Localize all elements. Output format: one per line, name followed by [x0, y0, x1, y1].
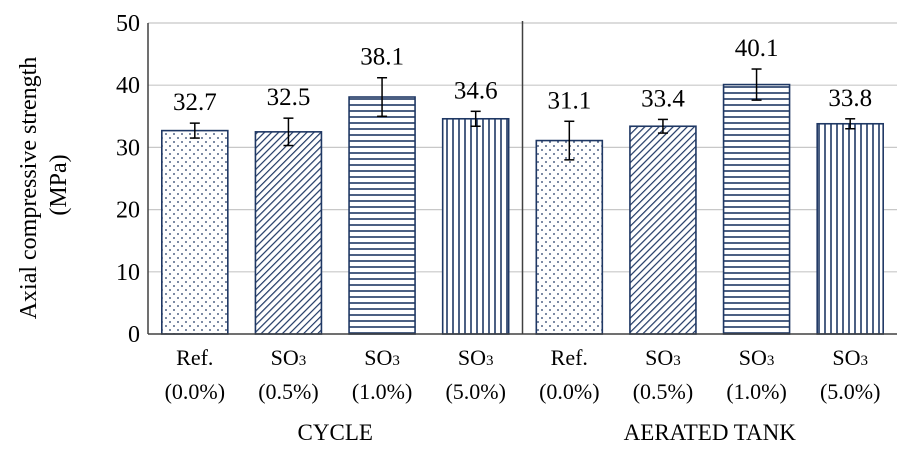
- data-label: 31.1: [547, 87, 591, 114]
- y-axis-title: Axial compressive strength (MPa): [16, 51, 72, 320]
- x-tick-label-line2: (1.0%): [352, 379, 412, 404]
- x-tick-label-subscript: 3: [673, 353, 681, 369]
- data-label: 40.1: [735, 35, 779, 62]
- x-tick-label-line2: (5.0%): [445, 379, 505, 404]
- x-tick-label-main: SO: [645, 345, 673, 370]
- bar: [441, 117, 510, 335]
- x-tick-label-subscript: 3: [392, 353, 400, 369]
- group-label: CYCLE: [298, 420, 373, 445]
- bar: [629, 125, 697, 335]
- x-tick-label-main: Ref.: [176, 345, 213, 370]
- x-tick-label-line2: (1.0%): [726, 379, 786, 404]
- x-tick-label-main: Ref.: [551, 345, 588, 370]
- y-axis-title-line1: Axial compressive strength: [16, 57, 42, 320]
- x-tick-label-main: SO: [364, 345, 392, 370]
- y-tick-label: 30: [116, 135, 140, 161]
- bar: [348, 96, 416, 335]
- data-label: 33.8: [828, 85, 872, 112]
- bar: [254, 131, 323, 335]
- data-label: 32.7: [173, 89, 217, 116]
- y-axis-ticks: 0 10 20 30 40 50: [116, 11, 140, 348]
- x-tick-label-line1: Ref.: [551, 345, 588, 370]
- x-tick-label-line2: (0.0%): [165, 379, 225, 404]
- x-tick-label-subscript: 3: [861, 353, 869, 369]
- y-axis-title-line2: (MPa): [46, 154, 72, 215]
- x-tick-label-subscript: 3: [486, 353, 494, 369]
- x-tick-label-line1: SO3: [364, 345, 400, 370]
- bar: [535, 139, 604, 335]
- x-tick-label-line1: SO3: [271, 345, 307, 370]
- x-tick-label-line1: SO3: [458, 345, 494, 370]
- y-tick-label: 0: [128, 322, 140, 348]
- y-tick-label: 10: [116, 260, 140, 286]
- data-label: 34.6: [454, 77, 498, 104]
- x-tick-label-main: SO: [832, 345, 860, 370]
- data-label: 38.1: [360, 44, 404, 71]
- x-tick-label-line2: (0.5%): [633, 379, 693, 404]
- x-tick-label-line1: SO3: [645, 345, 681, 370]
- bar: [161, 129, 229, 335]
- y-tick-label: 20: [116, 198, 140, 224]
- axes: [147, 21, 897, 335]
- x-tick-label-line2: (5.0%): [820, 379, 880, 404]
- x-tick-label-main: SO: [271, 345, 299, 370]
- x-tick-label-main: SO: [458, 345, 486, 370]
- y-tick-label: 50: [116, 11, 140, 37]
- x-tick-label-line1: SO3: [832, 345, 868, 370]
- x-tick-label-main: SO: [739, 345, 767, 370]
- data-label: 33.4: [641, 85, 685, 112]
- x-tick-label-line1: SO3: [739, 345, 775, 370]
- bar: [722, 83, 791, 335]
- x-tick-label-subscript: 3: [299, 353, 307, 369]
- x-tick-label-line2: (0.0%): [539, 379, 599, 404]
- x-tick-label-subscript: 3: [767, 353, 775, 369]
- x-tick-label-line2: (0.5%): [258, 379, 318, 404]
- x-axis-labels: Ref.(0.0%)SO3(0.5%)SO3(1.0%)SO3(5.0%)Ref…: [165, 345, 881, 445]
- bar: [816, 122, 884, 335]
- data-label: 32.5: [267, 84, 311, 111]
- bars: 32.7 32.5 38.1 34.6 31.1 33.4 40.1 33.8: [161, 35, 884, 335]
- group-label: AERATED TANK: [624, 420, 797, 445]
- y-tick-label: 40: [116, 73, 140, 99]
- x-tick-label-line1: Ref.: [176, 345, 213, 370]
